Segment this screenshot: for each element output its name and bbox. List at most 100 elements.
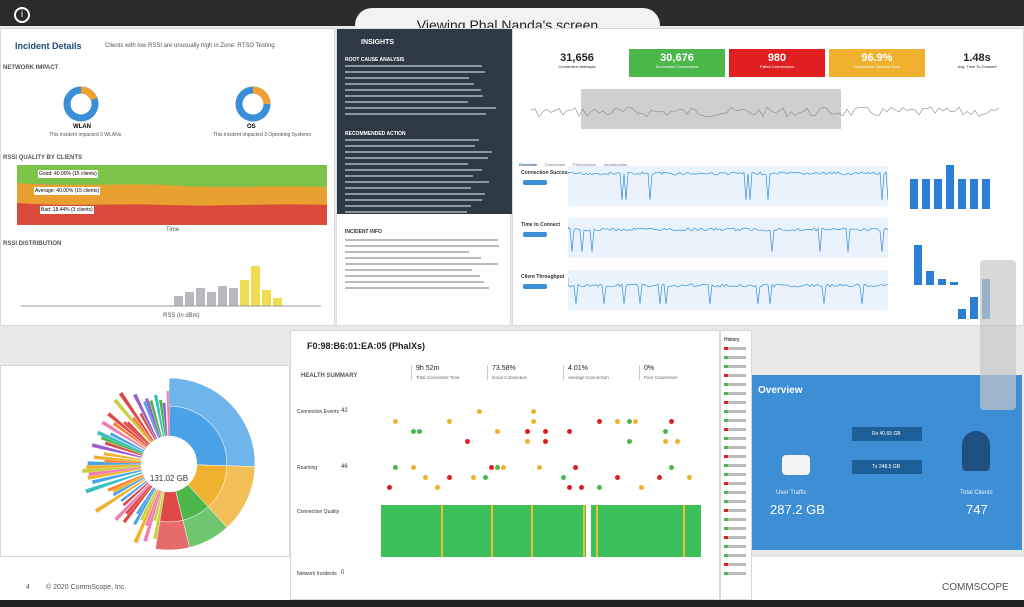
text-line bbox=[345, 281, 485, 283]
text-line bbox=[345, 175, 474, 177]
donut-note: This incident impacted 3 WLANs bbox=[49, 132, 122, 138]
sunburst-segment bbox=[131, 416, 153, 443]
event-dot bbox=[543, 439, 548, 444]
event-dot bbox=[483, 475, 488, 480]
event-count: 42 bbox=[341, 408, 348, 414]
info-icon[interactable]: i bbox=[14, 7, 30, 23]
donut-label: WLAN bbox=[73, 124, 91, 130]
sunburst-segment bbox=[122, 482, 149, 507]
bar bbox=[970, 179, 978, 209]
sunburst-segment bbox=[144, 489, 161, 527]
text-line bbox=[345, 187, 471, 189]
root-cause: ROOT CAUSE ANALYSIS bbox=[345, 57, 405, 63]
history-item bbox=[724, 365, 746, 368]
event-dot bbox=[597, 419, 602, 424]
event-label: Network Incidents bbox=[297, 571, 337, 577]
bar bbox=[914, 245, 922, 285]
sunburst-segment bbox=[106, 411, 149, 447]
text-line bbox=[345, 239, 498, 241]
event-dot bbox=[393, 419, 398, 424]
event-dot bbox=[669, 419, 674, 424]
history-item bbox=[724, 455, 746, 458]
sunburst-segment bbox=[153, 491, 165, 540]
text-line bbox=[345, 199, 483, 201]
sunburst-segment bbox=[112, 421, 148, 449]
row-line bbox=[568, 226, 888, 253]
zoom-controls[interactable] bbox=[980, 260, 1016, 410]
stat-tile: 96.9% Connection Success Rate bbox=[829, 49, 925, 77]
sunburst-segment bbox=[118, 391, 154, 442]
stats-row: 31,656 Connection Attempts 30,676 Successfu… bbox=[513, 49, 1023, 79]
bar bbox=[218, 286, 227, 306]
stat-tile: 1.48s Avg. Time To Connect bbox=[929, 49, 1023, 77]
events: Connection Events 42 Roaming 46 Connection Q… bbox=[291, 401, 719, 599]
sunburst-segment bbox=[126, 420, 150, 445]
metric-rows: Connection Success Time to Connect Client … bbox=[513, 164, 893, 324]
event-dot bbox=[447, 419, 452, 424]
bar bbox=[262, 290, 271, 306]
history-panel: History bbox=[720, 330, 752, 600]
row-button bbox=[523, 180, 547, 185]
text-line bbox=[345, 65, 483, 67]
sunburst-segment bbox=[155, 520, 190, 551]
metric-label: Poor Connection bbox=[644, 375, 678, 380]
quality-tick bbox=[531, 505, 533, 557]
event-label: Connection Events bbox=[297, 409, 339, 415]
bar bbox=[970, 297, 978, 319]
axis-label: Time bbox=[166, 227, 180, 233]
quality-tick bbox=[596, 505, 598, 557]
history-item bbox=[724, 374, 746, 377]
history-title: History bbox=[724, 337, 740, 343]
event-dot bbox=[579, 485, 584, 490]
axis-label: RSS (in dBm) bbox=[163, 313, 200, 319]
history-item bbox=[724, 356, 746, 359]
event-dot bbox=[615, 475, 620, 480]
event-dot bbox=[471, 475, 476, 480]
text-lines bbox=[345, 239, 499, 293]
sunburst-segment bbox=[153, 490, 163, 522]
row-button bbox=[523, 232, 547, 237]
stat-label: Failed Connections bbox=[759, 64, 795, 69]
incident-panel: Incident Details Clients with low RSSI a… bbox=[0, 28, 335, 326]
metric-value: 4.01% bbox=[568, 365, 588, 372]
sunburst-segment bbox=[132, 393, 158, 440]
event-dot bbox=[675, 439, 680, 444]
bad-tag: Bad: 18.44% (3 clients) bbox=[39, 205, 95, 215]
history-list bbox=[724, 347, 746, 581]
stat-value: 30,676 bbox=[660, 52, 694, 64]
bottom-bar bbox=[0, 600, 1024, 607]
sunburst-segment bbox=[91, 442, 143, 459]
event-dot bbox=[531, 419, 536, 424]
event-dot bbox=[615, 419, 620, 424]
text-line bbox=[345, 89, 481, 91]
text-line bbox=[345, 113, 486, 115]
insights-title: INSIGHTS bbox=[361, 39, 395, 46]
row-label: Client Throughput bbox=[521, 274, 565, 280]
stat-label: Avg. Time To Connect bbox=[957, 64, 997, 69]
device-title: F0:98:B6:01:EA:05 (PhalXs) bbox=[307, 341, 426, 351]
text-line bbox=[345, 107, 496, 109]
event-dot bbox=[411, 465, 416, 470]
sunburst-segment bbox=[104, 441, 143, 457]
history-item bbox=[724, 401, 746, 404]
event-dot bbox=[447, 475, 452, 480]
footer-left bbox=[0, 557, 290, 600]
history-item bbox=[724, 554, 746, 557]
brand: COMMSCOPE bbox=[942, 582, 1009, 593]
history-item bbox=[724, 563, 746, 566]
event-dot bbox=[633, 419, 638, 424]
incident-desc: Clients with low RSSI are unusually high… bbox=[105, 43, 275, 49]
text-line bbox=[345, 205, 472, 207]
stat-label: Connection Success Rate bbox=[853, 64, 901, 69]
stat-value: 980 bbox=[767, 52, 787, 64]
sunburst-segment bbox=[149, 399, 163, 438]
clients: 747 bbox=[966, 502, 988, 517]
metric-label: Total Connected Time bbox=[416, 375, 460, 380]
row-bg bbox=[568, 218, 888, 258]
bar bbox=[982, 179, 990, 209]
event-dot bbox=[627, 439, 632, 444]
text-line bbox=[345, 83, 474, 85]
history-item bbox=[724, 428, 746, 431]
event-dot bbox=[423, 475, 428, 480]
text-line bbox=[345, 257, 481, 259]
